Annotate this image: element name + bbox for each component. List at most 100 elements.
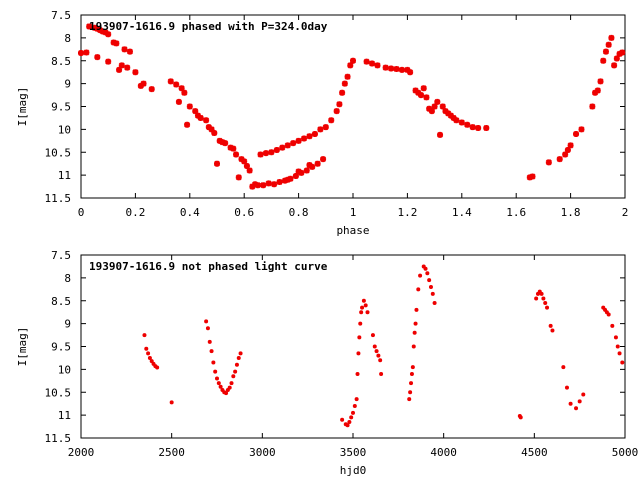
data-point: [257, 151, 264, 158]
y-tick-label: 9.5: [51, 341, 71, 354]
data-point: [344, 73, 351, 80]
data-point: [534, 296, 539, 301]
data-point: [328, 117, 335, 124]
data-point: [320, 156, 327, 163]
data-point: [306, 133, 313, 140]
data-point: [577, 399, 582, 404]
y-axis-label: I[mag]: [16, 87, 29, 127]
data-point: [605, 41, 612, 48]
data-point: [175, 98, 182, 105]
data-point: [600, 57, 607, 64]
data-point: [118, 62, 125, 69]
data-point: [564, 146, 571, 153]
data-point: [475, 124, 482, 132]
data-point: [336, 101, 343, 108]
data-point: [204, 319, 209, 324]
data-point: [450, 114, 457, 121]
x-tick-label: 0.2: [125, 206, 145, 219]
data-point: [597, 78, 604, 85]
data-point: [564, 385, 569, 390]
data-point: [543, 301, 548, 306]
data-point: [574, 406, 579, 411]
data-point: [414, 307, 419, 312]
data-point: [314, 160, 321, 167]
data-point: [464, 121, 471, 128]
data-point: [234, 362, 239, 367]
data-point: [222, 140, 229, 147]
data-point: [140, 80, 147, 87]
y-tick-label: 10.5: [45, 146, 72, 159]
x-tick-label: 3500: [340, 446, 367, 459]
data-point: [369, 60, 376, 67]
data-point: [469, 124, 476, 131]
x-tick-label: 0.4: [180, 206, 200, 219]
data-point: [358, 321, 363, 326]
data-point: [388, 65, 395, 72]
data-point: [265, 180, 272, 187]
data-point: [423, 266, 428, 271]
data-point: [148, 86, 155, 93]
y-axis-label: I[mag]: [16, 327, 29, 367]
data-point: [567, 142, 574, 149]
chart-title: 193907-1616.9 phased with P=324.0day: [89, 20, 328, 33]
data-point: [184, 121, 191, 128]
data-point: [271, 181, 278, 188]
data-point: [349, 415, 354, 420]
data-point: [417, 92, 425, 99]
data-point: [410, 365, 415, 370]
data-point: [437, 131, 444, 138]
data-point: [173, 81, 180, 88]
y-tick-label: 11.5: [45, 192, 72, 205]
data-point: [370, 333, 375, 338]
data-point: [254, 182, 261, 189]
data-point: [233, 369, 238, 374]
data-point: [238, 156, 245, 163]
data-point: [426, 105, 433, 112]
data-point: [427, 278, 432, 283]
data-point: [273, 146, 280, 153]
data-point: [602, 48, 609, 55]
data-point: [229, 381, 234, 386]
data-point: [356, 351, 361, 356]
data-point: [207, 339, 212, 344]
data-point: [303, 167, 310, 174]
data-points: [142, 264, 625, 428]
data-point: [197, 114, 204, 121]
data-point: [556, 156, 563, 163]
data-point: [241, 158, 248, 165]
data-point: [213, 160, 221, 167]
data-point: [317, 126, 324, 133]
data-point: [246, 167, 253, 174]
x-tick-label: 0.6: [234, 206, 254, 219]
axis-ticks: 2000 2500 3000 3500 4000 4500 5000 7.5 8 8.5 9 9.5 1…: [45, 249, 639, 459]
data-point: [349, 57, 357, 64]
data-point: [322, 124, 329, 131]
data-point: [357, 335, 362, 340]
data-point: [415, 89, 422, 96]
data-point: [238, 351, 243, 356]
data-point: [144, 346, 149, 351]
data-point: [613, 55, 620, 62]
data-point: [155, 365, 160, 370]
data-point: [363, 303, 368, 308]
data-point: [374, 62, 381, 69]
data-point: [409, 371, 414, 376]
data-point: [249, 183, 256, 190]
data-point: [121, 46, 128, 53]
data-point: [541, 296, 546, 301]
data-point: [376, 353, 381, 358]
data-point: [608, 34, 615, 41]
data-point: [518, 415, 523, 420]
x-tick-label: 2500: [158, 446, 185, 459]
data-point: [606, 312, 611, 317]
data-point: [347, 62, 354, 69]
data-point: [445, 110, 452, 117]
data-point: [412, 330, 417, 335]
y-tick-label: 9: [64, 318, 71, 331]
data-point: [411, 344, 416, 349]
data-point: [428, 285, 433, 290]
data-point: [213, 369, 218, 374]
data-point: [589, 103, 596, 110]
data-point: [420, 85, 427, 92]
